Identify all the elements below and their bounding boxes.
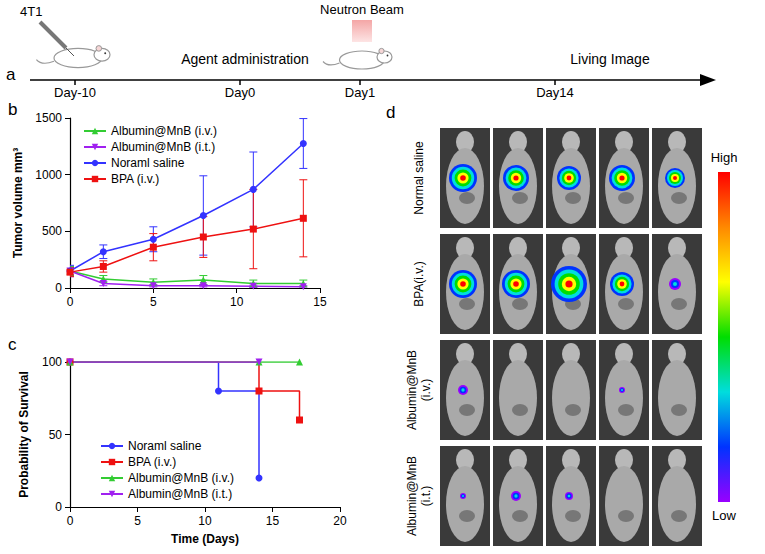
- svg-text:Neutron Beam: Neutron Beam: [320, 2, 404, 17]
- svg-text:0: 0: [67, 295, 74, 309]
- svg-text:Day0: Day0: [225, 85, 255, 100]
- svg-text:High: High: [711, 150, 738, 165]
- svg-text:20: 20: [333, 514, 347, 528]
- svg-text:5: 5: [134, 514, 141, 528]
- svg-text:Normal saline: Normal saline: [412, 141, 426, 215]
- svg-text:100: 100: [42, 355, 62, 369]
- svg-text:Day14: Day14: [536, 85, 574, 100]
- svg-text:0: 0: [67, 514, 74, 528]
- svg-text:a: a: [6, 65, 16, 84]
- svg-text:(i.t.): (i.t.): [419, 486, 433, 507]
- svg-text:500: 500: [42, 224, 62, 238]
- svg-text:10: 10: [230, 295, 244, 309]
- html-text:c: c: [8, 335, 17, 354]
- svg-text:1000: 1000: [35, 168, 62, 182]
- svg-text:Living Image: Living Image: [570, 51, 650, 67]
- svg-text:0: 0: [55, 500, 62, 514]
- svg-text:Albumin@MnB: Albumin@MnB: [405, 456, 419, 536]
- svg-text:(i.v.): (i.v.): [419, 379, 433, 401]
- svg-text:Albumin@MnB (i.v.): Albumin@MnB (i.v.): [128, 471, 234, 485]
- svg-text:50: 50: [49, 428, 63, 442]
- svg-text:BPA (i.v.): BPA (i.v.): [111, 172, 159, 186]
- svg-text:5: 5: [150, 295, 157, 309]
- svg-text:Day-10: Day-10: [54, 85, 96, 100]
- svg-text:Time (Days): Time (Days): [171, 532, 239, 546]
- svg-text:d: d: [386, 103, 395, 122]
- svg-text:15: 15: [266, 514, 280, 528]
- svg-text:Probability of Survival: Probability of Survival: [17, 371, 31, 498]
- svg-text:BPA (i.v.): BPA (i.v.): [128, 455, 176, 469]
- svg-text:0: 0: [55, 281, 62, 295]
- svg-text:Albumin@MnB (i.t.): Albumin@MnB (i.t.): [111, 140, 215, 154]
- svg-text:4T1: 4T1: [20, 4, 42, 19]
- svg-text:BPA(i.v.): BPA(i.v.): [412, 261, 426, 307]
- svg-text:Agent administration: Agent administration: [181, 51, 309, 67]
- svg-text:Tumor volume mm³: Tumor volume mm³: [11, 148, 25, 258]
- svg-text:Albumin@MnB (i.v.): Albumin@MnB (i.v.): [111, 124, 217, 138]
- svg-text:1500: 1500: [35, 111, 62, 125]
- svg-text:Day1: Day1: [345, 85, 375, 100]
- svg-text:Noraml saline: Noraml saline: [111, 156, 185, 170]
- svg-text:15: 15: [313, 295, 327, 309]
- svg-text:Noraml saline: Noraml saline: [128, 439, 202, 453]
- svg-text:Albumin@MnB (i.t.): Albumin@MnB (i.t.): [128, 487, 232, 501]
- svg-text:Low: Low: [712, 508, 736, 523]
- svg-text:10: 10: [198, 514, 212, 528]
- html-text:b: b: [8, 100, 18, 119]
- svg-text:Albumin@MnB: Albumin@MnB: [405, 350, 419, 430]
